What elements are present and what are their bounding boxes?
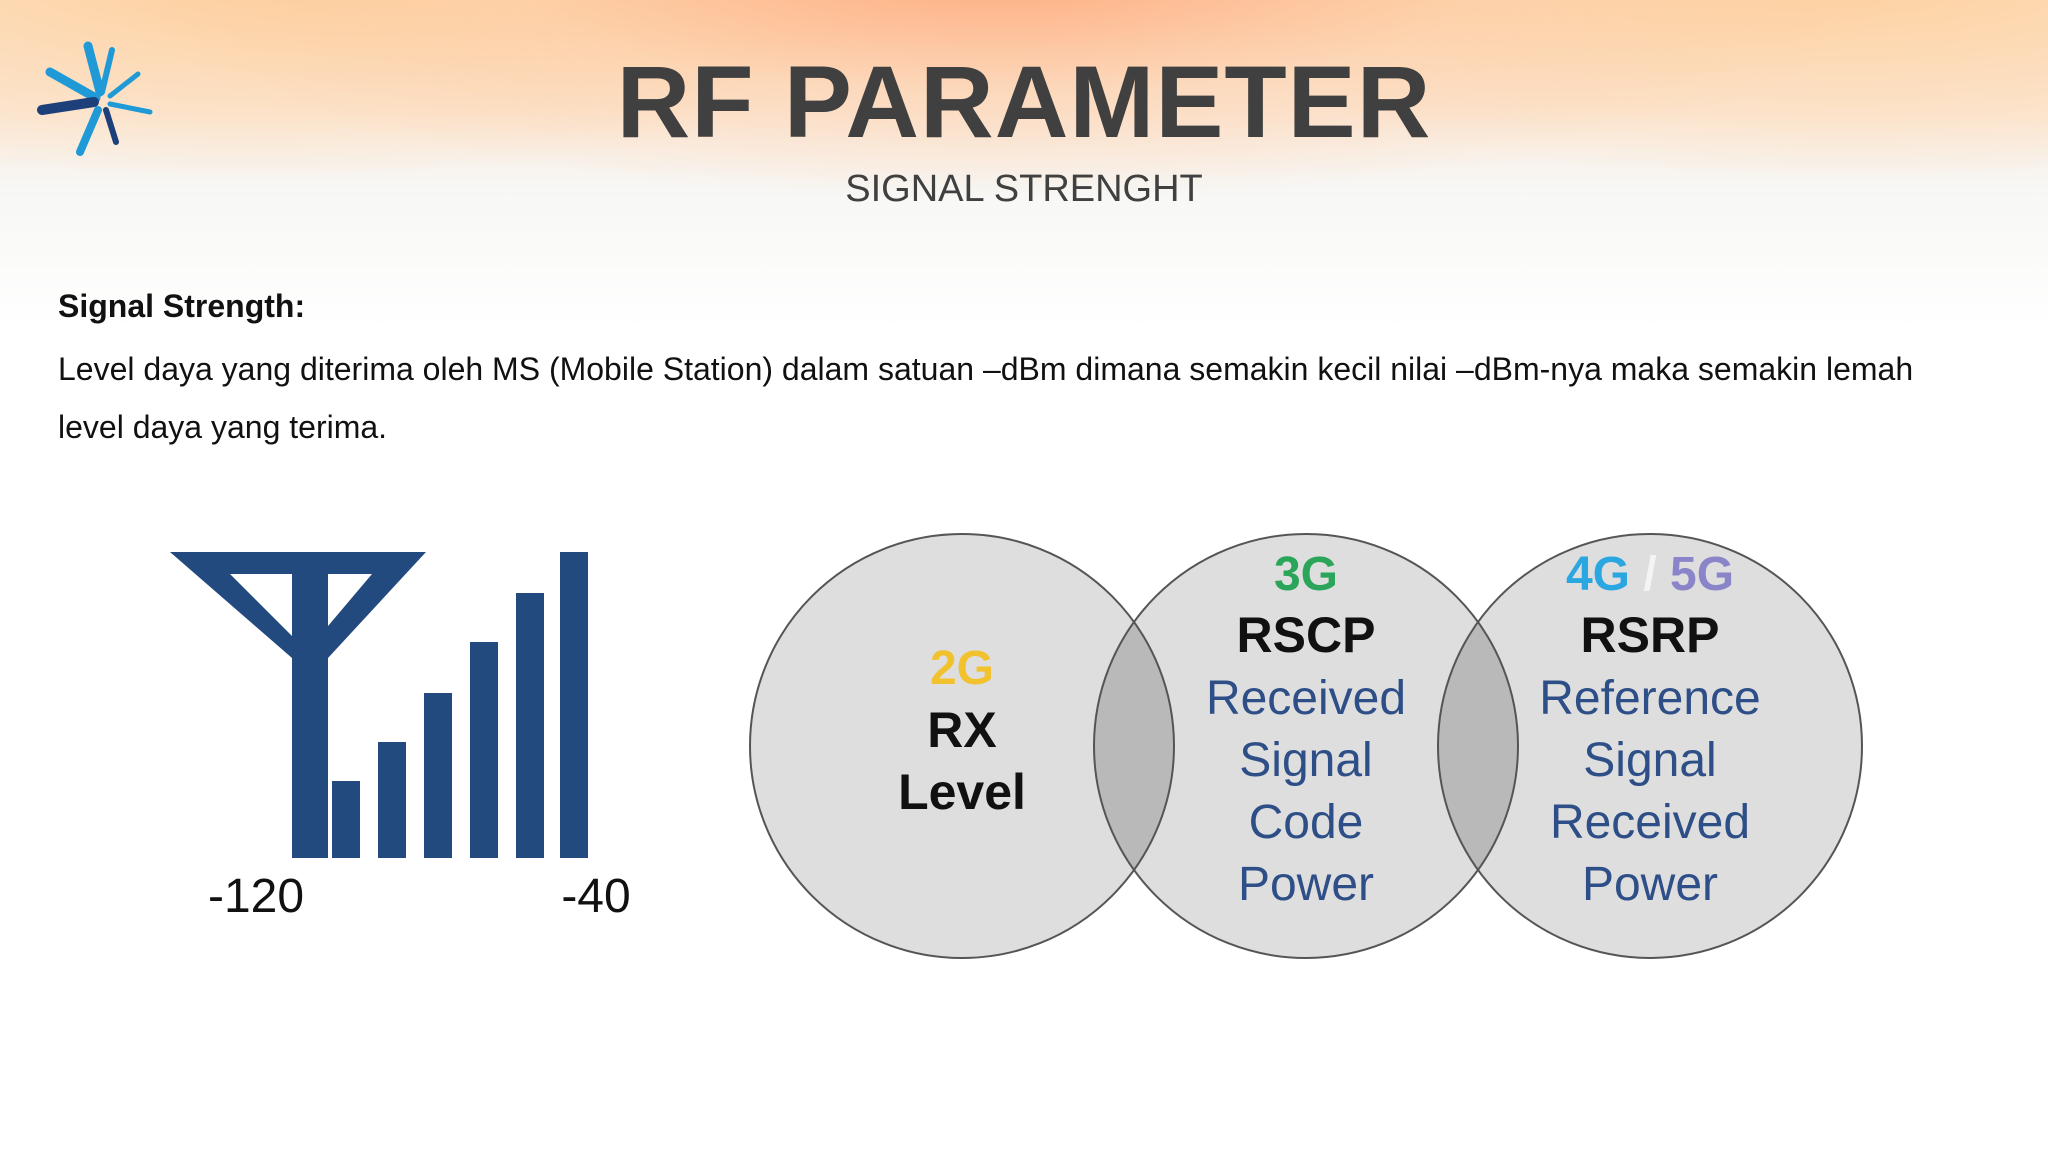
scale-max-label: -40 bbox=[561, 870, 630, 923]
metric-line: Level bbox=[898, 764, 1026, 820]
antenna-icon bbox=[170, 552, 426, 858]
gen-label-4g: 4G bbox=[1566, 548, 1630, 601]
signal-bar-1 bbox=[332, 781, 360, 858]
metric-line: Received bbox=[1550, 796, 1750, 849]
metric-line: Signal bbox=[1583, 734, 1716, 787]
venn-circle-4g-5g bbox=[1438, 534, 1862, 958]
metric-title-rx: RX bbox=[927, 702, 996, 758]
metric-title-rscp: RSCP bbox=[1237, 607, 1376, 663]
signal-bar-2 bbox=[378, 742, 406, 858]
venn-circle-3g bbox=[1094, 534, 1518, 958]
section-description: Level daya yang diterima oleh MS (Mobile… bbox=[58, 351, 1914, 445]
metric-title-rsrp: RSRP bbox=[1581, 607, 1720, 663]
gen-separator: / bbox=[1643, 548, 1656, 601]
antenna-signal-bars-icon: -120 -40 bbox=[170, 552, 631, 923]
signal-bar-4 bbox=[470, 642, 498, 858]
metric-line: Received bbox=[1206, 672, 1406, 725]
gen-label-2g: 2G bbox=[930, 642, 994, 695]
slide-title: RF PARAMETER bbox=[616, 45, 1432, 159]
slide-subtitle: SIGNAL STRENGHT bbox=[845, 168, 1203, 210]
gen-label-4g-5g: 4G / 5G bbox=[1566, 548, 1734, 601]
signal-metrics-venn: 2G RX Level 3G RSCP Received Signal Code… bbox=[749, 533, 1863, 959]
signal-bars bbox=[332, 552, 588, 858]
signal-bar-3 bbox=[424, 693, 452, 858]
metric-line: Power bbox=[1238, 858, 1374, 911]
sunburst-logo-icon bbox=[37, 41, 153, 156]
metric-line: Reference bbox=[1539, 672, 1760, 725]
gen-label-3g: 3G bbox=[1274, 548, 1338, 601]
metric-line: Power bbox=[1582, 858, 1718, 911]
scale-min-label: -120 bbox=[208, 870, 304, 923]
metric-line: Code bbox=[1249, 796, 1364, 849]
signal-bar-6 bbox=[560, 552, 588, 858]
venn-circle-2g bbox=[750, 534, 1174, 958]
gen-label-5g: 5G bbox=[1670, 548, 1734, 601]
signal-bar-5 bbox=[516, 593, 544, 858]
section-heading: Signal Strength: bbox=[58, 288, 306, 324]
metric-line: Signal bbox=[1239, 734, 1372, 787]
